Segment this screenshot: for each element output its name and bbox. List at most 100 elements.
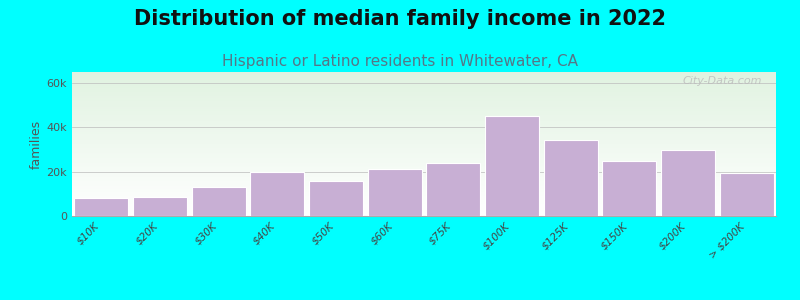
Bar <box>72 154 776 155</box>
Bar <box>72 127 776 128</box>
Bar <box>720 173 774 216</box>
Bar <box>72 147 776 148</box>
Bar <box>72 203 776 205</box>
Bar <box>72 200 776 202</box>
Bar <box>72 193 776 194</box>
Bar <box>72 166 776 167</box>
Text: Hispanic or Latino residents in Whitewater, CA: Hispanic or Latino residents in Whitewat… <box>222 54 578 69</box>
Bar <box>661 149 715 216</box>
Bar <box>72 169 776 170</box>
Bar <box>72 199 776 200</box>
Bar <box>72 182 776 183</box>
Bar <box>72 112 776 114</box>
Bar <box>72 97 776 98</box>
Bar <box>72 151 776 153</box>
Bar <box>72 212 776 213</box>
Bar <box>72 158 776 160</box>
Bar <box>72 160 776 161</box>
Bar <box>72 108 776 110</box>
Bar <box>72 164 776 166</box>
Bar <box>72 167 776 169</box>
Bar <box>72 187 776 189</box>
Bar <box>602 160 656 216</box>
Bar <box>72 85 776 86</box>
Bar <box>72 137 776 138</box>
Bar <box>72 122 776 124</box>
Bar <box>72 133 776 134</box>
Bar <box>72 194 776 196</box>
Bar <box>72 214 776 216</box>
Bar <box>72 86 776 88</box>
Bar <box>72 183 776 184</box>
Bar <box>72 72 776 74</box>
Bar <box>426 163 480 216</box>
Bar <box>72 79 776 81</box>
Bar <box>485 116 539 216</box>
Y-axis label: families: families <box>30 119 42 169</box>
Bar <box>72 140 776 141</box>
Bar <box>72 81 776 82</box>
Bar <box>72 121 776 122</box>
Bar <box>309 181 363 216</box>
Bar <box>72 209 776 210</box>
Bar <box>72 135 776 137</box>
Bar <box>72 210 776 212</box>
Bar <box>72 146 776 147</box>
Bar <box>72 131 776 133</box>
Bar <box>72 88 776 89</box>
Bar <box>72 180 776 182</box>
Bar <box>72 91 776 92</box>
Bar <box>72 155 776 157</box>
Bar <box>72 128 776 130</box>
Bar <box>72 202 776 203</box>
Bar <box>192 187 246 216</box>
Bar <box>544 140 598 216</box>
Bar <box>72 89 776 91</box>
Bar <box>72 177 776 178</box>
Bar <box>72 118 776 119</box>
Bar <box>72 142 776 144</box>
Bar <box>72 92 776 94</box>
Bar <box>72 99 776 101</box>
Bar <box>72 184 776 186</box>
Bar <box>72 190 776 191</box>
Bar <box>72 106 776 108</box>
Bar <box>72 150 776 151</box>
Bar <box>72 191 776 193</box>
Bar <box>72 114 776 115</box>
Bar <box>72 82 776 83</box>
Bar <box>72 205 776 206</box>
Bar <box>72 170 776 171</box>
Bar <box>72 163 776 164</box>
Bar <box>72 186 776 187</box>
Bar <box>72 207 776 209</box>
Bar <box>368 169 422 216</box>
Bar <box>72 206 776 207</box>
Bar <box>72 111 776 112</box>
Bar <box>72 171 776 173</box>
Bar <box>72 74 776 75</box>
Bar <box>72 119 776 121</box>
Bar <box>72 134 776 135</box>
Bar <box>72 105 776 106</box>
Bar <box>72 83 776 85</box>
Bar <box>72 197 776 199</box>
Bar <box>72 130 776 131</box>
Bar <box>72 176 776 177</box>
Bar <box>72 117 776 118</box>
Bar <box>72 161 776 163</box>
Bar <box>72 75 776 76</box>
Bar <box>72 144 776 146</box>
Bar <box>72 124 776 125</box>
Bar <box>72 94 776 95</box>
Bar <box>72 78 776 79</box>
Bar <box>72 174 776 176</box>
Bar <box>72 95 776 97</box>
Bar <box>72 153 776 154</box>
Bar <box>74 198 128 216</box>
Bar <box>72 104 776 105</box>
Bar <box>72 148 776 150</box>
Text: City-Data.com: City-Data.com <box>682 76 762 86</box>
Bar <box>72 141 776 142</box>
Bar <box>72 138 776 140</box>
